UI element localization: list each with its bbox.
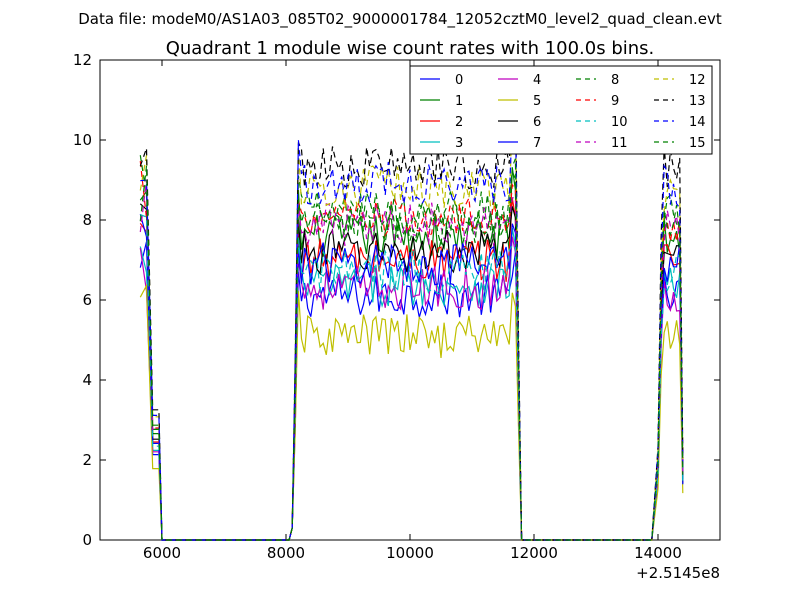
series-line-11 — [139, 179, 684, 541]
series-line-0 — [139, 241, 684, 541]
legend-label-3: 3 — [455, 136, 463, 151]
y-tick-label: 6 — [82, 291, 92, 309]
legend-label-15: 15 — [689, 136, 706, 151]
legend-label-9: 9 — [611, 94, 619, 109]
legend-label-12: 12 — [689, 73, 706, 88]
x-tick-label: 10000 — [386, 544, 434, 562]
legend-label-6: 6 — [533, 115, 541, 130]
x-offset-label: +2.5145e8 — [636, 564, 720, 582]
series-line-12 — [139, 112, 684, 541]
y-tick-label: 8 — [82, 211, 92, 229]
x-tick-label: 14000 — [634, 544, 682, 562]
series-line-13 — [139, 92, 684, 541]
y-tick-label: 10 — [73, 131, 92, 149]
series-line-4 — [139, 236, 684, 541]
series-line-6 — [139, 203, 684, 541]
chart-title: Quadrant 1 module wise count rates with … — [166, 38, 655, 59]
series-line-2 — [139, 197, 684, 541]
series-line-7 — [139, 213, 684, 541]
legend-label-5: 5 — [533, 94, 541, 109]
series-line-14 — [140, 113, 684, 541]
legend-label-8: 8 — [611, 73, 619, 88]
legend-label-1: 1 — [455, 94, 463, 109]
legend-box — [409, 65, 713, 155]
legend-label-2: 2 — [455, 115, 463, 130]
series-line-15 — [139, 158, 684, 541]
y-tick-label: 12 — [73, 51, 92, 69]
legend-label-0: 0 — [455, 73, 463, 88]
series-line-8 — [139, 155, 684, 541]
plot-area: 6000 8000 10000 12000 1400002468101201234567… — [73, 51, 721, 562]
series-line-9 — [139, 161, 684, 541]
series-line-10 — [140, 214, 684, 541]
series-group — [139, 92, 684, 541]
series-line-3 — [139, 227, 684, 541]
legend-label-4: 4 — [533, 73, 541, 88]
x-tick-label: 6000 — [143, 544, 181, 562]
x-tick-label: 8000 — [267, 544, 305, 562]
y-tick-label: 4 — [82, 371, 92, 389]
x-tick-label: 12000 — [510, 544, 558, 562]
legend-label-13: 13 — [689, 94, 706, 109]
data-file-label: Data file: modeM0/AS1A03_085T02_90000017… — [78, 10, 722, 29]
legend-label-11: 11 — [611, 136, 628, 151]
y-tick-label: 2 — [82, 451, 92, 469]
y-tick-label: 0 — [82, 531, 92, 549]
legend-label-14: 14 — [689, 115, 706, 130]
legend-label-7: 7 — [533, 136, 541, 151]
series-line-5 — [139, 283, 684, 541]
legend-label-10: 10 — [611, 115, 628, 130]
